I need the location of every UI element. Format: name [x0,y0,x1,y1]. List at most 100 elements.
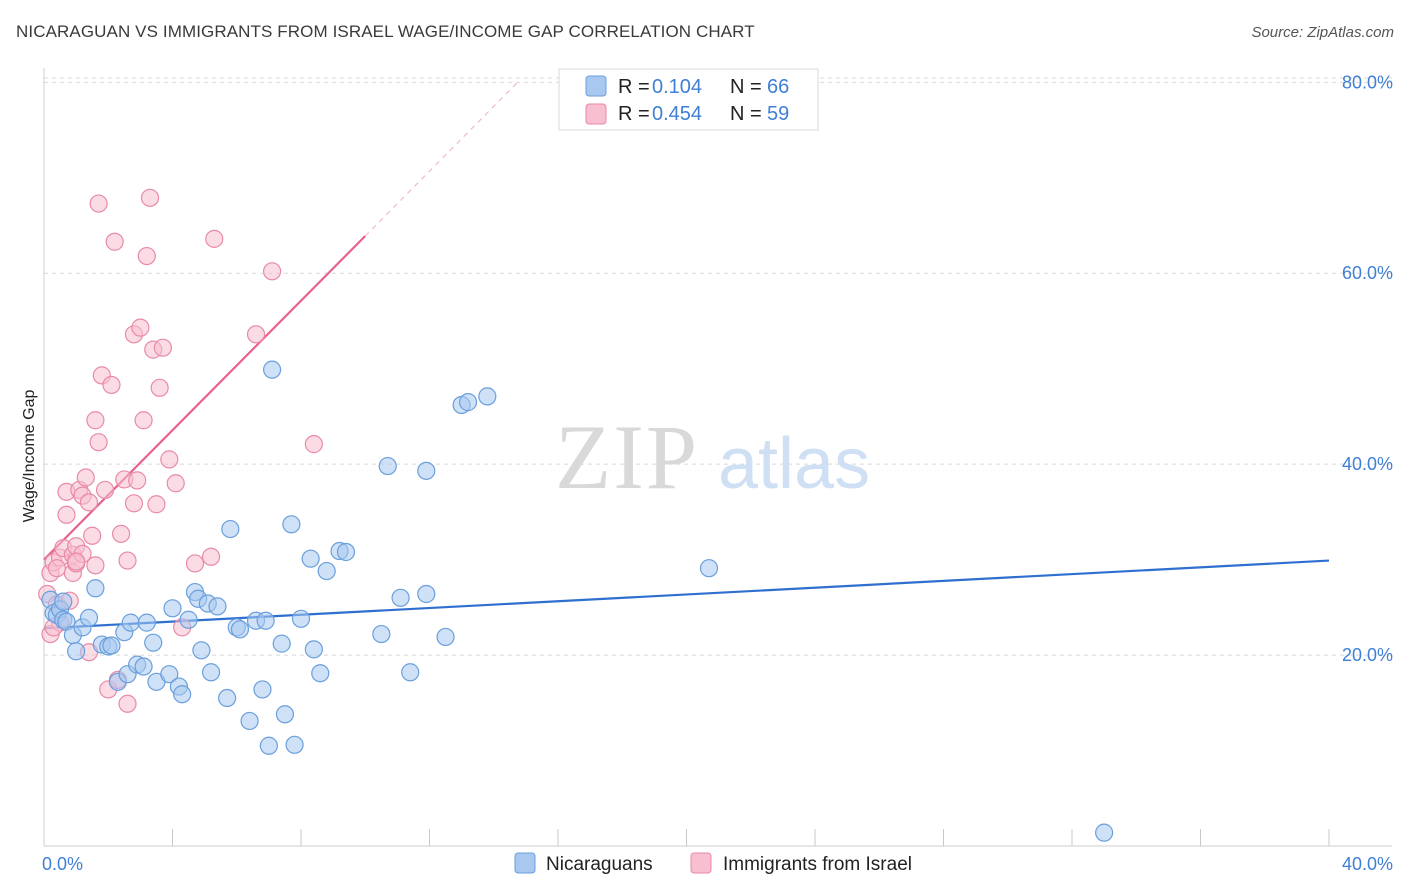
nicaraguan-point-24 [160,665,179,684]
nicaraguan-point-66 [699,559,719,578]
legend-r-value-2: 0.454 [652,103,702,125]
israel-point-57 [47,559,66,578]
x-tick-label-max: 40.0% [1342,854,1393,874]
israel-point-45 [153,338,172,357]
nicaraguan-point-67 [1095,823,1114,842]
nicaraguan-point-58 [391,588,410,607]
nicaraguan-point-51 [304,640,323,659]
israel-point-24 [89,433,108,452]
nicaraguan-point-50 [301,549,320,568]
israel-point-47 [166,474,185,493]
nicaraguan-point-53 [317,561,336,581]
watermark: ZIP atlas [555,406,870,508]
nicaraguan-point-39 [240,711,259,731]
legend-n-value-2: 59 [767,103,789,125]
chart-title: NICARAGUAN VS IMMIGRANTS FROM ISRAEL WAG… [16,22,755,41]
israel-point-49 [185,554,205,573]
legend-r-label-2: R = [618,103,650,125]
nicaraguan-point-47 [282,515,301,534]
nicaraguan-point-62 [436,627,455,647]
nicaraguan-point-11 [86,579,105,598]
nicaraguan-point-45 [272,634,291,653]
x-tick-label-min: 0.0% [42,854,83,874]
israel-point-54 [304,435,323,454]
y-tick-label-60: 60.0% [1342,263,1393,283]
nicaraguan-point-48 [285,735,304,754]
nicaraguan-point-55 [336,542,356,562]
israel-point-40 [137,246,156,266]
nicaraguan-point-44 [262,360,282,379]
israel-point-44 [150,378,169,397]
legend-r-value-1: 0.104 [652,76,702,98]
y-axis-label: Wage/Income Gap [21,390,38,523]
israel-point-19 [79,493,99,512]
nicaraguan-point-52 [311,664,330,683]
nicaraguan-point-25 [163,599,182,618]
bottom-swatch-nicaraguans [514,852,536,874]
israel-point-21 [86,556,105,575]
trend-lines [43,79,1330,630]
israel-point-43 [147,495,166,514]
nicaraguan-point-42 [256,611,275,630]
nicaraguan-point-20 [134,657,153,676]
israel-point-22 [86,411,105,430]
israel-point-51 [205,229,224,248]
nicaraguan-point-41 [253,680,272,699]
bottom-legend-israel: Immigrants from Israel [723,854,912,875]
israel-trend-line [43,235,367,561]
correlation-legend: R = 0.104 N = 66 R = 0.454 N = 59 [558,68,819,131]
nicaraguan-point-28 [179,610,198,629]
nicaraguan-trend-line [43,559,1330,630]
nicaraguan-point-18 [121,613,140,632]
israel-point-36 [124,494,144,513]
israel-point-18 [76,468,95,487]
israel-point-29 [105,232,124,251]
y-tick-labels: 20.0% 40.0% 60.0% 80.0% [1342,72,1393,665]
israel-point-50 [201,547,221,566]
nicaraguan-point-38 [230,620,250,639]
nicaraguan-point-33 [201,663,221,682]
nicaraguan-point-61 [417,461,436,480]
israel-point-37 [128,471,147,490]
nicaraguan-point-22 [144,633,163,652]
nicaraguan-point-57 [378,456,397,476]
nicaraguan-point-8 [67,642,86,661]
bottom-legend-nicaraguans: Nicaraguans [546,854,653,875]
nicaraguan-point-21 [137,613,156,632]
legend-swatch-nicaraguans [585,75,607,97]
israel-point-38 [131,318,150,337]
x-tick-marks [172,829,1330,846]
nicaraguan-points [41,360,1114,842]
israel-point-58 [67,552,86,571]
legend-r-label-1: R = [618,76,650,98]
series-legend: Nicaraguans Immigrants from Israel [514,852,912,875]
legend-n-label-1: N = [730,76,762,98]
israel-point-31 [111,524,131,543]
nicaraguan-point-31 [192,641,211,660]
israel-point-26 [95,480,115,500]
y-tick-label-80: 80.0% [1342,72,1393,92]
y-tick-label-20: 20.0% [1342,645,1393,665]
nicaraguan-point-60 [417,584,436,604]
legend-n-value-1: 66 [767,76,789,98]
nicaraguan-point-10 [79,608,99,627]
nicaraguan-point-4 [54,592,73,611]
nicaraguan-point-36 [221,519,240,539]
axes [43,68,1392,847]
israel-trend-extension [364,79,520,237]
watermark-atlas: atlas [718,424,870,504]
nicaraguan-point-59 [401,663,420,682]
israel-point-39 [134,411,153,430]
nicaraguan-point-34 [208,597,227,616]
israel-point-23 [89,194,108,213]
nicaraguan-point-56 [372,624,391,644]
legend-swatch-israel [585,103,607,125]
source-label: Source: ZipAtlas.com [1251,24,1394,41]
israel-point-33 [118,551,137,570]
nicaraguan-point-46 [275,705,295,724]
israel-point-41 [140,188,160,207]
israel-point-20 [83,526,102,545]
israel-point-52 [246,325,266,344]
nicaraguan-point-43 [259,736,278,755]
